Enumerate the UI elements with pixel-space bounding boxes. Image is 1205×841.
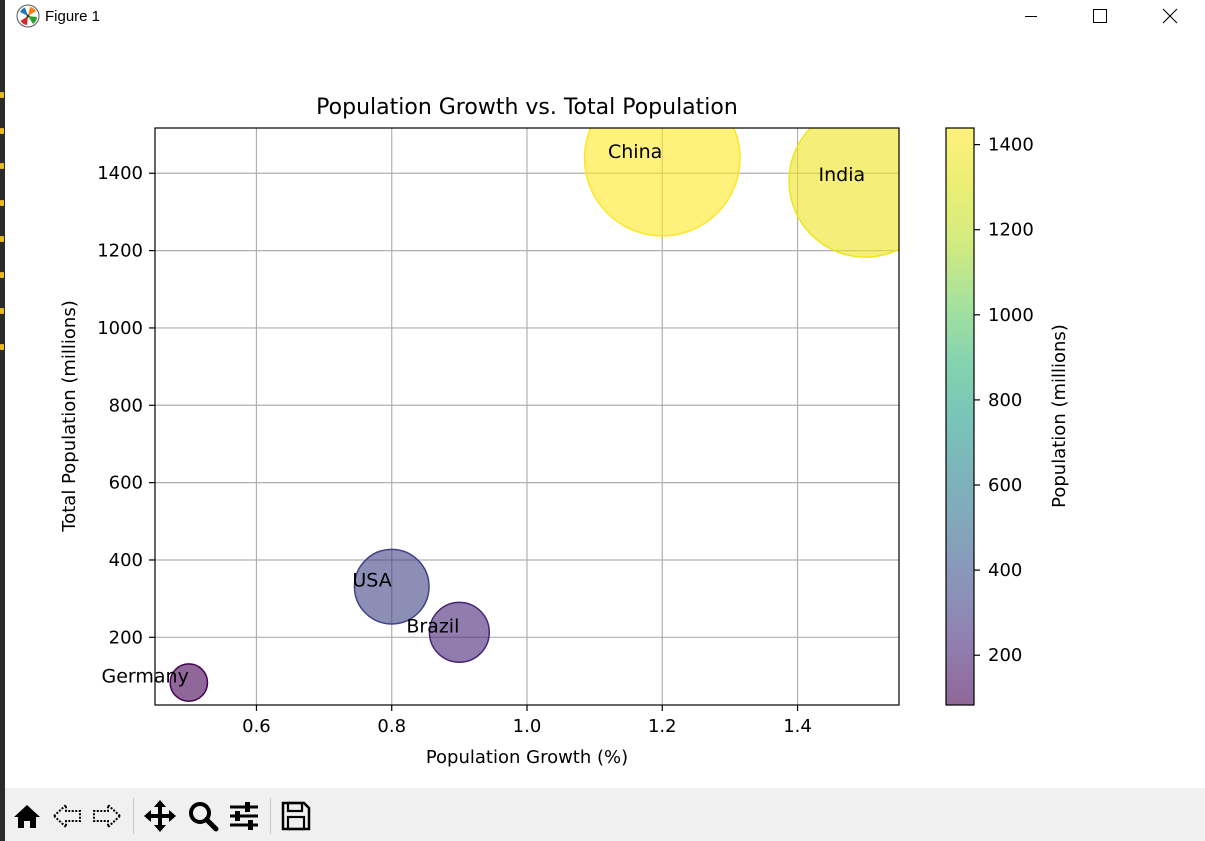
- toolbar-separator: [270, 798, 271, 834]
- colorbar-tick-label: 400: [988, 560, 1022, 581]
- point-label-brazil: Brazil: [406, 615, 459, 637]
- y-tick-label: 800: [109, 395, 143, 416]
- x-tick-label: 1.2: [648, 716, 677, 737]
- y-tick-label: 200: [109, 627, 143, 648]
- y-axis-label: Total Population (millions): [59, 300, 80, 532]
- toolbar-separator: [133, 798, 134, 834]
- window-titlebar: Figure 1: [5, 0, 1205, 34]
- save-icon: [281, 801, 311, 831]
- point-label-india: India: [819, 164, 866, 186]
- window-title: Figure 1: [45, 8, 101, 25]
- y-tick-label: 1200: [97, 241, 143, 262]
- colorbar-tick-label: 600: [988, 475, 1022, 496]
- close-icon: [1162, 8, 1178, 24]
- point-label-china: China: [608, 141, 662, 163]
- forward-button[interactable]: [89, 798, 125, 834]
- save-button[interactable]: [278, 798, 314, 834]
- chart-title: Population Growth vs. Total Population: [316, 95, 738, 120]
- forward-arrow-icon: [93, 802, 122, 830]
- navigation-toolbar: [5, 788, 1205, 841]
- colorbar: [945, 127, 975, 706]
- zoom-button[interactable]: [185, 798, 221, 834]
- maximize-icon: [1093, 9, 1107, 23]
- minimize-icon: [1025, 16, 1037, 17]
- colorbar-tick-label: 200: [988, 645, 1022, 666]
- x-tick-label: 1.0: [513, 716, 542, 737]
- y-tick-label: 400: [109, 550, 143, 571]
- zoom-icon: [189, 802, 219, 832]
- x-tick-label: 0.6: [242, 716, 271, 737]
- back-button[interactable]: [49, 798, 85, 834]
- scatter-chart: Population Growth vs. Total Population 0…: [59, 95, 1070, 768]
- close-button[interactable]: [1147, 0, 1193, 32]
- scatter-point-usa: [353, 548, 430, 625]
- y-tick-label: 600: [109, 473, 143, 494]
- colorbar-tick-label: 1200: [988, 220, 1034, 241]
- configure-subplots-button[interactable]: [226, 798, 262, 834]
- colorbar-tick-label: 800: [988, 390, 1022, 411]
- minimize-button[interactable]: [1008, 0, 1054, 32]
- back-arrow-icon: [52, 802, 81, 830]
- point-label-usa: USA: [352, 570, 391, 592]
- sliders-icon: [230, 802, 258, 830]
- x-tick-label: 0.8: [377, 716, 406, 737]
- colorbar-tick-label: 1400: [988, 135, 1034, 156]
- colorbar-label: Population (millions): [1049, 324, 1070, 508]
- colorbar-tick-label: 1000: [988, 305, 1034, 326]
- move-icon: [144, 800, 176, 832]
- x-tick-label: 1.4: [783, 716, 812, 737]
- y-tick-label: 1000: [97, 318, 143, 339]
- maximize-button[interactable]: [1077, 0, 1123, 32]
- figure-canvas[interactable]: Population Growth vs. Total Population 0…: [5, 34, 1205, 786]
- home-icon: [14, 805, 40, 828]
- pan-button[interactable]: [142, 798, 178, 834]
- x-axis-label: Population Growth (%): [426, 747, 628, 768]
- matplotlib-logo-icon: [16, 4, 40, 28]
- scatter-point-germany: [169, 663, 209, 702]
- scatter-point-india: [788, 128, 899, 258]
- scatter-point-china: [583, 128, 741, 237]
- home-button[interactable]: [9, 798, 45, 834]
- y-tick-label: 1400: [97, 163, 143, 184]
- point-label-germany: Germany: [101, 666, 188, 688]
- scatter-point-brazil: [428, 601, 491, 663]
- background-window-strip: [0, 0, 5, 841]
